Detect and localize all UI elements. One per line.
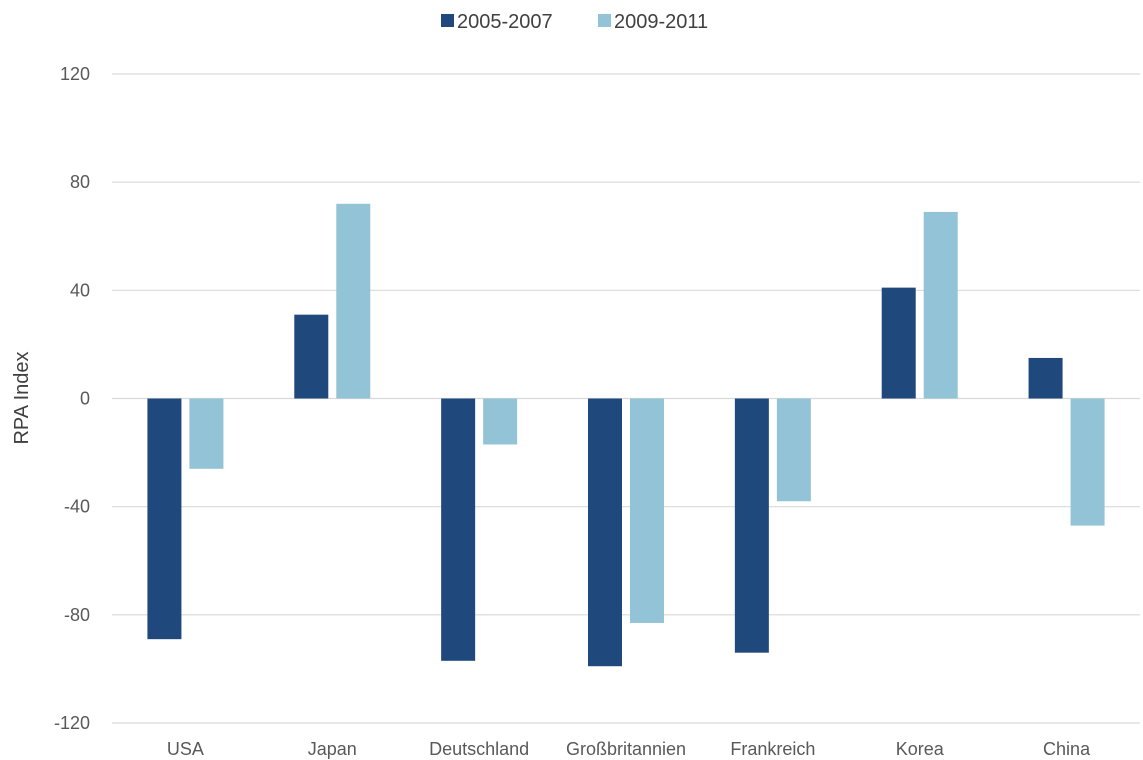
x-tick-labels: USA Japan Deutschland Großbritannien Frankre… (167, 739, 1091, 759)
bar-2009-2011-Deutschland (483, 398, 518, 445)
bar-2005-2007-Japan (294, 314, 329, 399)
bar-2005-2007-Großbritannien (588, 398, 622, 667)
legend-label: 2009-2011 (614, 11, 708, 33)
bar-2005-2007-Deutschland (441, 398, 476, 661)
x-tick-label: Großbritannien (566, 739, 686, 759)
y-tick-label: 0 (80, 389, 90, 409)
x-tick-label: Korea (896, 739, 945, 759)
y-tick-label: -80 (64, 605, 90, 625)
y-tick-label: 40 (70, 280, 90, 300)
y-tick-label: -40 (64, 497, 90, 517)
bar-2005-2007-China (1028, 357, 1063, 399)
bar-2009-2011-Frankreich (776, 398, 811, 502)
bar-2009-2011-Japan (336, 203, 371, 399)
bar-2009-2011-China (1070, 398, 1105, 526)
x-tick-label: Deutschland (429, 739, 529, 759)
y-tick-label: 80 (70, 172, 90, 192)
legend: 2005-2007 2009-2011 (441, 11, 708, 33)
gridlines (112, 73, 1140, 724)
bar-2005-2007-Frankreich (734, 398, 769, 653)
x-tick-label: China (1043, 739, 1091, 759)
y-tick-label: -120 (54, 713, 90, 733)
x-tick-label: Frankreich (730, 739, 815, 759)
legend-swatch (441, 14, 454, 27)
bar-2005-2007-USA (147, 398, 182, 640)
y-tick-label: 120 (60, 64, 90, 84)
y-tick-labels: 120 80 40 0 -40 -80 -120 (54, 64, 90, 733)
x-tick-label: USA (167, 739, 204, 759)
bar-2009-2011-USA (189, 398, 224, 469)
bar-2009-2011-Korea (923, 211, 958, 399)
bar-2009-2011-Großbritannien (630, 398, 664, 623)
legend-swatch (598, 14, 611, 27)
x-tick-label: Japan (308, 739, 357, 759)
bars (147, 203, 1105, 667)
bar-2005-2007-Korea (881, 287, 916, 399)
y-axis-label: RPA Index (11, 351, 33, 444)
legend-label: 2005-2007 (457, 11, 553, 33)
